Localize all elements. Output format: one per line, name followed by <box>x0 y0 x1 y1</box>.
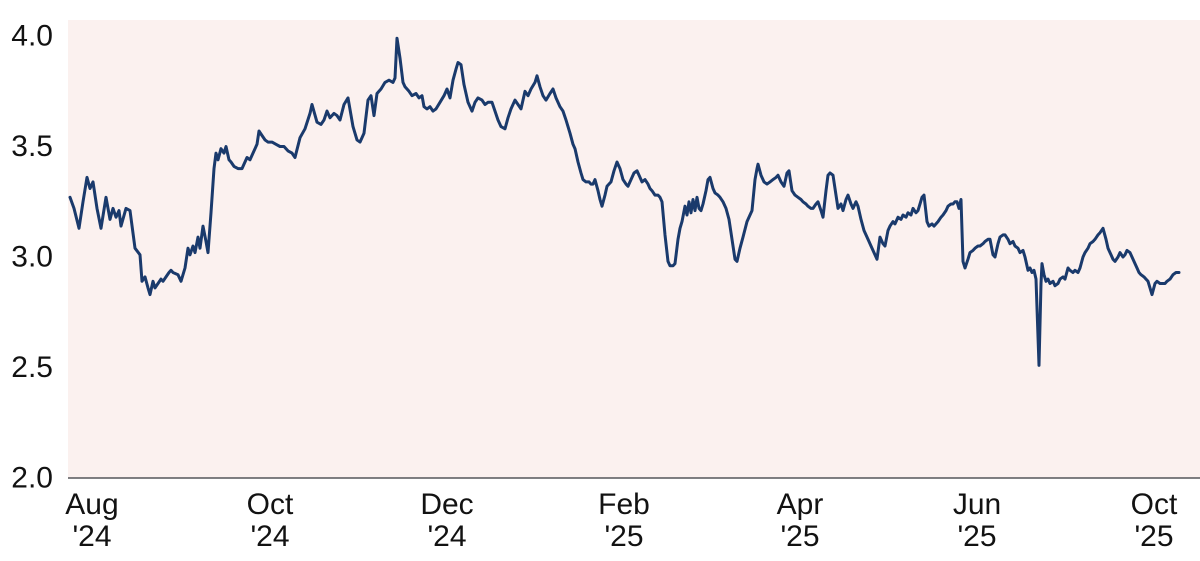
x-tick-month-label: Jun <box>953 488 1001 521</box>
x-tick-year-label: '25 <box>957 520 996 553</box>
x-tick-month-label: Oct <box>247 488 294 521</box>
x-tick-month-label: Oct <box>1131 488 1178 521</box>
x-tick-year-label: '24 <box>250 520 289 553</box>
y-tick-label: 2.0 <box>11 462 53 495</box>
x-tick-year-label: '25 <box>604 520 643 553</box>
y-tick-label: 3.5 <box>11 130 53 163</box>
x-tick-year-label: '25 <box>780 520 819 553</box>
x-tick-year-label: '25 <box>1134 520 1173 553</box>
y-tick-label: 4.0 <box>11 20 53 53</box>
x-tick-year-label: '24 <box>427 520 466 553</box>
x-tick-month-label: Dec <box>420 488 473 521</box>
y-tick-label: 3.0 <box>11 241 53 274</box>
series-line <box>68 36 1181 367</box>
y-tick-label: 2.5 <box>11 351 53 384</box>
plot-area <box>68 20 1200 478</box>
x-tick-month-label: Aug <box>65 488 118 521</box>
x-tick-month-label: Apr <box>777 488 824 521</box>
x-tick-year-label: '24 <box>72 520 111 553</box>
x-tick-month-label: Feb <box>598 488 650 521</box>
